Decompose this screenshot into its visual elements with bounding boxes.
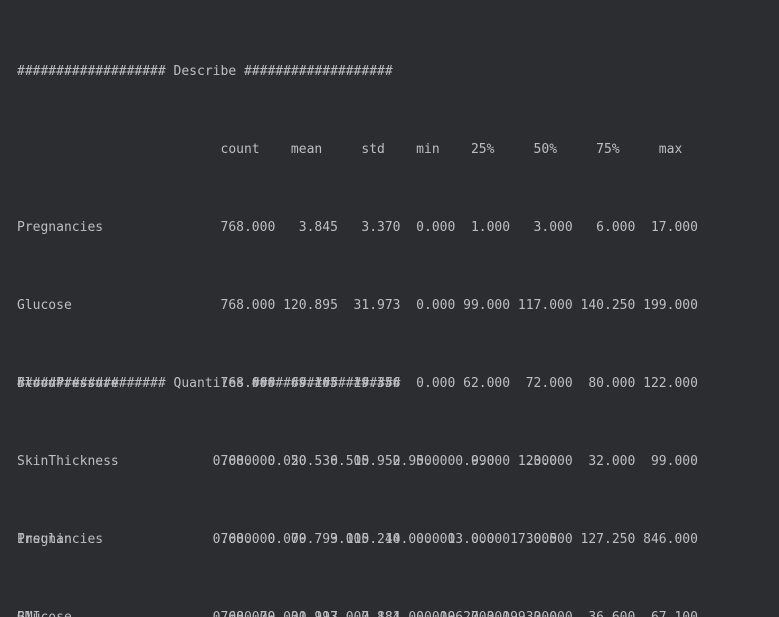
describe-header: ################### Describe ###########… xyxy=(17,64,393,79)
describe-row-insulin: Insulin 768.000 79.799 115.244 0.000 0.0… xyxy=(17,532,698,547)
describe-row-bloodpressure: BloodPressure 768.000 69.105 19.356 0.00… xyxy=(17,376,698,391)
quantiles-row-pregnancies: Pregnancies 0.000 0.000 3.000 10.000 13.… xyxy=(17,532,558,547)
quantiles-column-header: 0.000 0.050 0.500 0.950 0.990 1.000 xyxy=(17,454,558,469)
describe-row-bmi: BMI 768.000 31.993 7.884 0.000 27.300 32… xyxy=(17,605,698,617)
describe-row-pregnancies: Pregnancies 768.000 3.845 3.370 0.000 1.… xyxy=(17,220,698,235)
describe-column-header: count mean std min 25% 50% 75% max xyxy=(17,142,683,157)
describe-row-skinthickness: SkinThickness 768.000 20.536 15.952 0.00… xyxy=(17,454,698,469)
describe-section: ################### Describe ###########… xyxy=(17,7,698,617)
quantiles-section: ################### Quantiles ##########… xyxy=(17,319,565,617)
describe-row-glucose: Glucose 768.000 120.895 31.973 0.000 99.… xyxy=(17,298,698,313)
quantiles-row-glucose: Glucose 0.000 79.000 117.000 181.000 196… xyxy=(17,605,565,617)
quantiles-header: ################### Quantiles ##########… xyxy=(17,376,401,391)
